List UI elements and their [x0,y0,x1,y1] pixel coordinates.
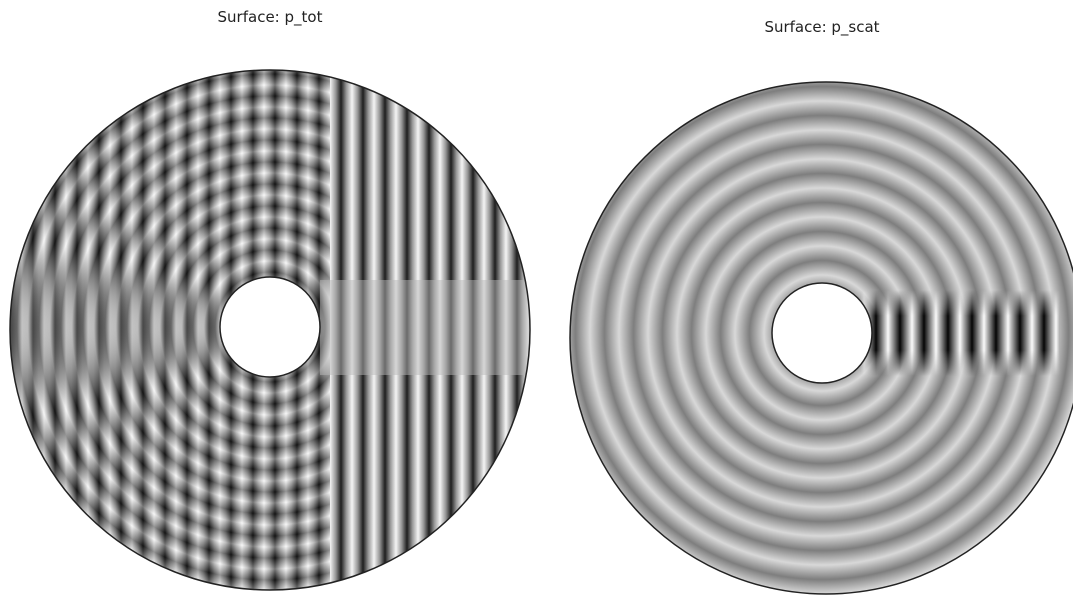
plot-area: Surface: p_tot Surface: p_scat [0,0,1073,595]
scatterer-boundary [220,277,320,377]
page: {"panels": [{"title": "Surface: p_tot"},… [0,0,1073,595]
scattered-field [560,70,1073,595]
panel-title: Surface: p_scat [764,18,879,37]
scatterer-boundary [772,283,872,383]
total-field [0,60,540,595]
panel-title: Surface: p_tot [218,8,323,27]
